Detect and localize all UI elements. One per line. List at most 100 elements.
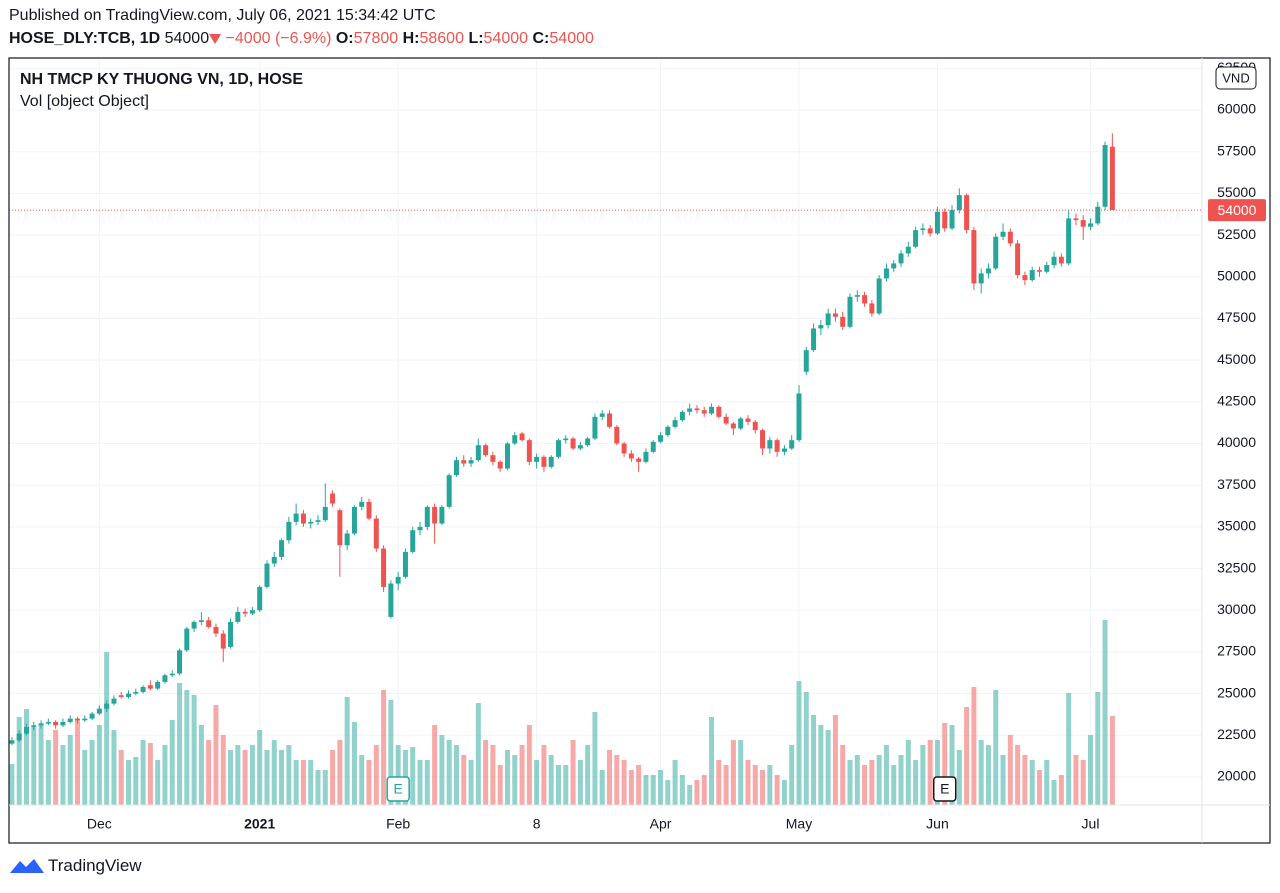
volume-bar: [701, 775, 707, 805]
candle-body: [548, 456, 554, 467]
candle-body: [366, 501, 372, 519]
volume-bar: [709, 717, 715, 805]
quote-value: 57800: [353, 30, 399, 47]
candle-body: [322, 506, 328, 521]
candle-body: [599, 413, 605, 417]
volume-bar: [38, 723, 44, 805]
volume-bar: [337, 740, 343, 805]
volume-bar: [228, 750, 234, 805]
candle-body: [504, 443, 510, 469]
volume-bar: [985, 745, 991, 805]
candle-body: [687, 408, 693, 412]
volume-bar: [519, 745, 525, 805]
candle-body: [1109, 146, 1115, 211]
volume-bar: [956, 750, 962, 805]
candle-body: [264, 563, 270, 587]
volume-bar: [1036, 770, 1042, 805]
candle-body: [832, 313, 838, 317]
y-tick-label: 35000: [1217, 518, 1256, 534]
candle-body: [767, 440, 773, 449]
candle-body: [614, 426, 620, 444]
candle-body: [242, 611, 248, 614]
candle-body: [118, 695, 124, 697]
candle-body: [271, 556, 277, 564]
volume-bar: [942, 723, 948, 805]
frame: [8, 57, 1271, 844]
last-price-label: 54000: [1218, 202, 1257, 218]
volume-bar: [825, 730, 831, 805]
volume-bar: [563, 765, 569, 805]
event-label: E: [940, 781, 949, 797]
candle-body: [453, 460, 459, 476]
event-label: E: [393, 781, 402, 797]
volume-bar: [344, 697, 350, 805]
quote-key: O:: [335, 30, 354, 47]
volume-bar: [439, 735, 445, 805]
candle-body: [1095, 206, 1101, 224]
volume-bar: [424, 760, 430, 805]
volume-bar: [31, 727, 37, 805]
candle-body: [446, 475, 452, 507]
candle-body: [789, 440, 795, 449]
candle-body: [213, 626, 219, 634]
volume-bar: [220, 735, 226, 805]
volume-bar: [781, 780, 787, 805]
candle-body: [898, 253, 904, 264]
volume-bar: [504, 750, 510, 805]
volume-bar: [847, 760, 853, 805]
volume-bar: [665, 780, 671, 805]
candle-body: [643, 451, 649, 462]
volume-bar: [198, 725, 204, 805]
volume-bar: [767, 765, 773, 805]
volume-bar: [82, 750, 88, 805]
volume-bar: [308, 760, 314, 805]
volume-bar: [643, 775, 649, 805]
volume-bar: [1022, 755, 1028, 805]
volume-bar: [738, 740, 744, 805]
y-tick-label: 22500: [1217, 726, 1256, 742]
candle-body: [89, 713, 95, 719]
volume-bar: [147, 743, 153, 805]
y-tick-label: 45000: [1217, 351, 1256, 367]
candle-body: [381, 548, 387, 587]
volume-bar: [628, 770, 634, 805]
volume-bar: [883, 745, 889, 805]
volume-bar: [126, 760, 132, 805]
volume-bar: [279, 750, 285, 805]
volume-bar: [75, 720, 81, 805]
volume-bar: [1015, 745, 1021, 805]
candle-body: [760, 430, 766, 449]
volume-bar: [650, 775, 656, 805]
y-tick-label: 27500: [1217, 643, 1256, 659]
candle-body: [913, 230, 919, 247]
candle-body: [665, 426, 671, 436]
logo: [10, 859, 44, 873]
volume-bar: [898, 755, 904, 805]
volume-bar: [636, 765, 642, 805]
candle-body: [417, 526, 423, 531]
volume-bar: [45, 740, 51, 805]
candle-body: [519, 433, 525, 441]
volume-bar: [206, 740, 212, 805]
candle-body: [774, 440, 780, 452]
candle-body: [424, 506, 430, 527]
volume-bar: [213, 705, 219, 805]
volume-bar: [548, 755, 554, 805]
volume-bar: [162, 745, 168, 805]
candle-body: [388, 583, 394, 617]
volume-bar: [745, 760, 751, 805]
candle-body: [840, 316, 846, 327]
candle-body: [439, 506, 445, 524]
volume-bar: [694, 780, 700, 805]
candle-body: [701, 410, 707, 414]
volume-bar: [461, 755, 467, 805]
candle-body: [1007, 231, 1013, 244]
volume-bar: [300, 760, 306, 805]
candle-body: [206, 620, 212, 627]
candle-body: [461, 460, 467, 464]
volume-bar: [286, 745, 292, 805]
candle-body: [475, 445, 481, 461]
candle-body: [191, 621, 197, 629]
volume-bar: [67, 735, 73, 805]
volume-bar: [140, 740, 146, 805]
